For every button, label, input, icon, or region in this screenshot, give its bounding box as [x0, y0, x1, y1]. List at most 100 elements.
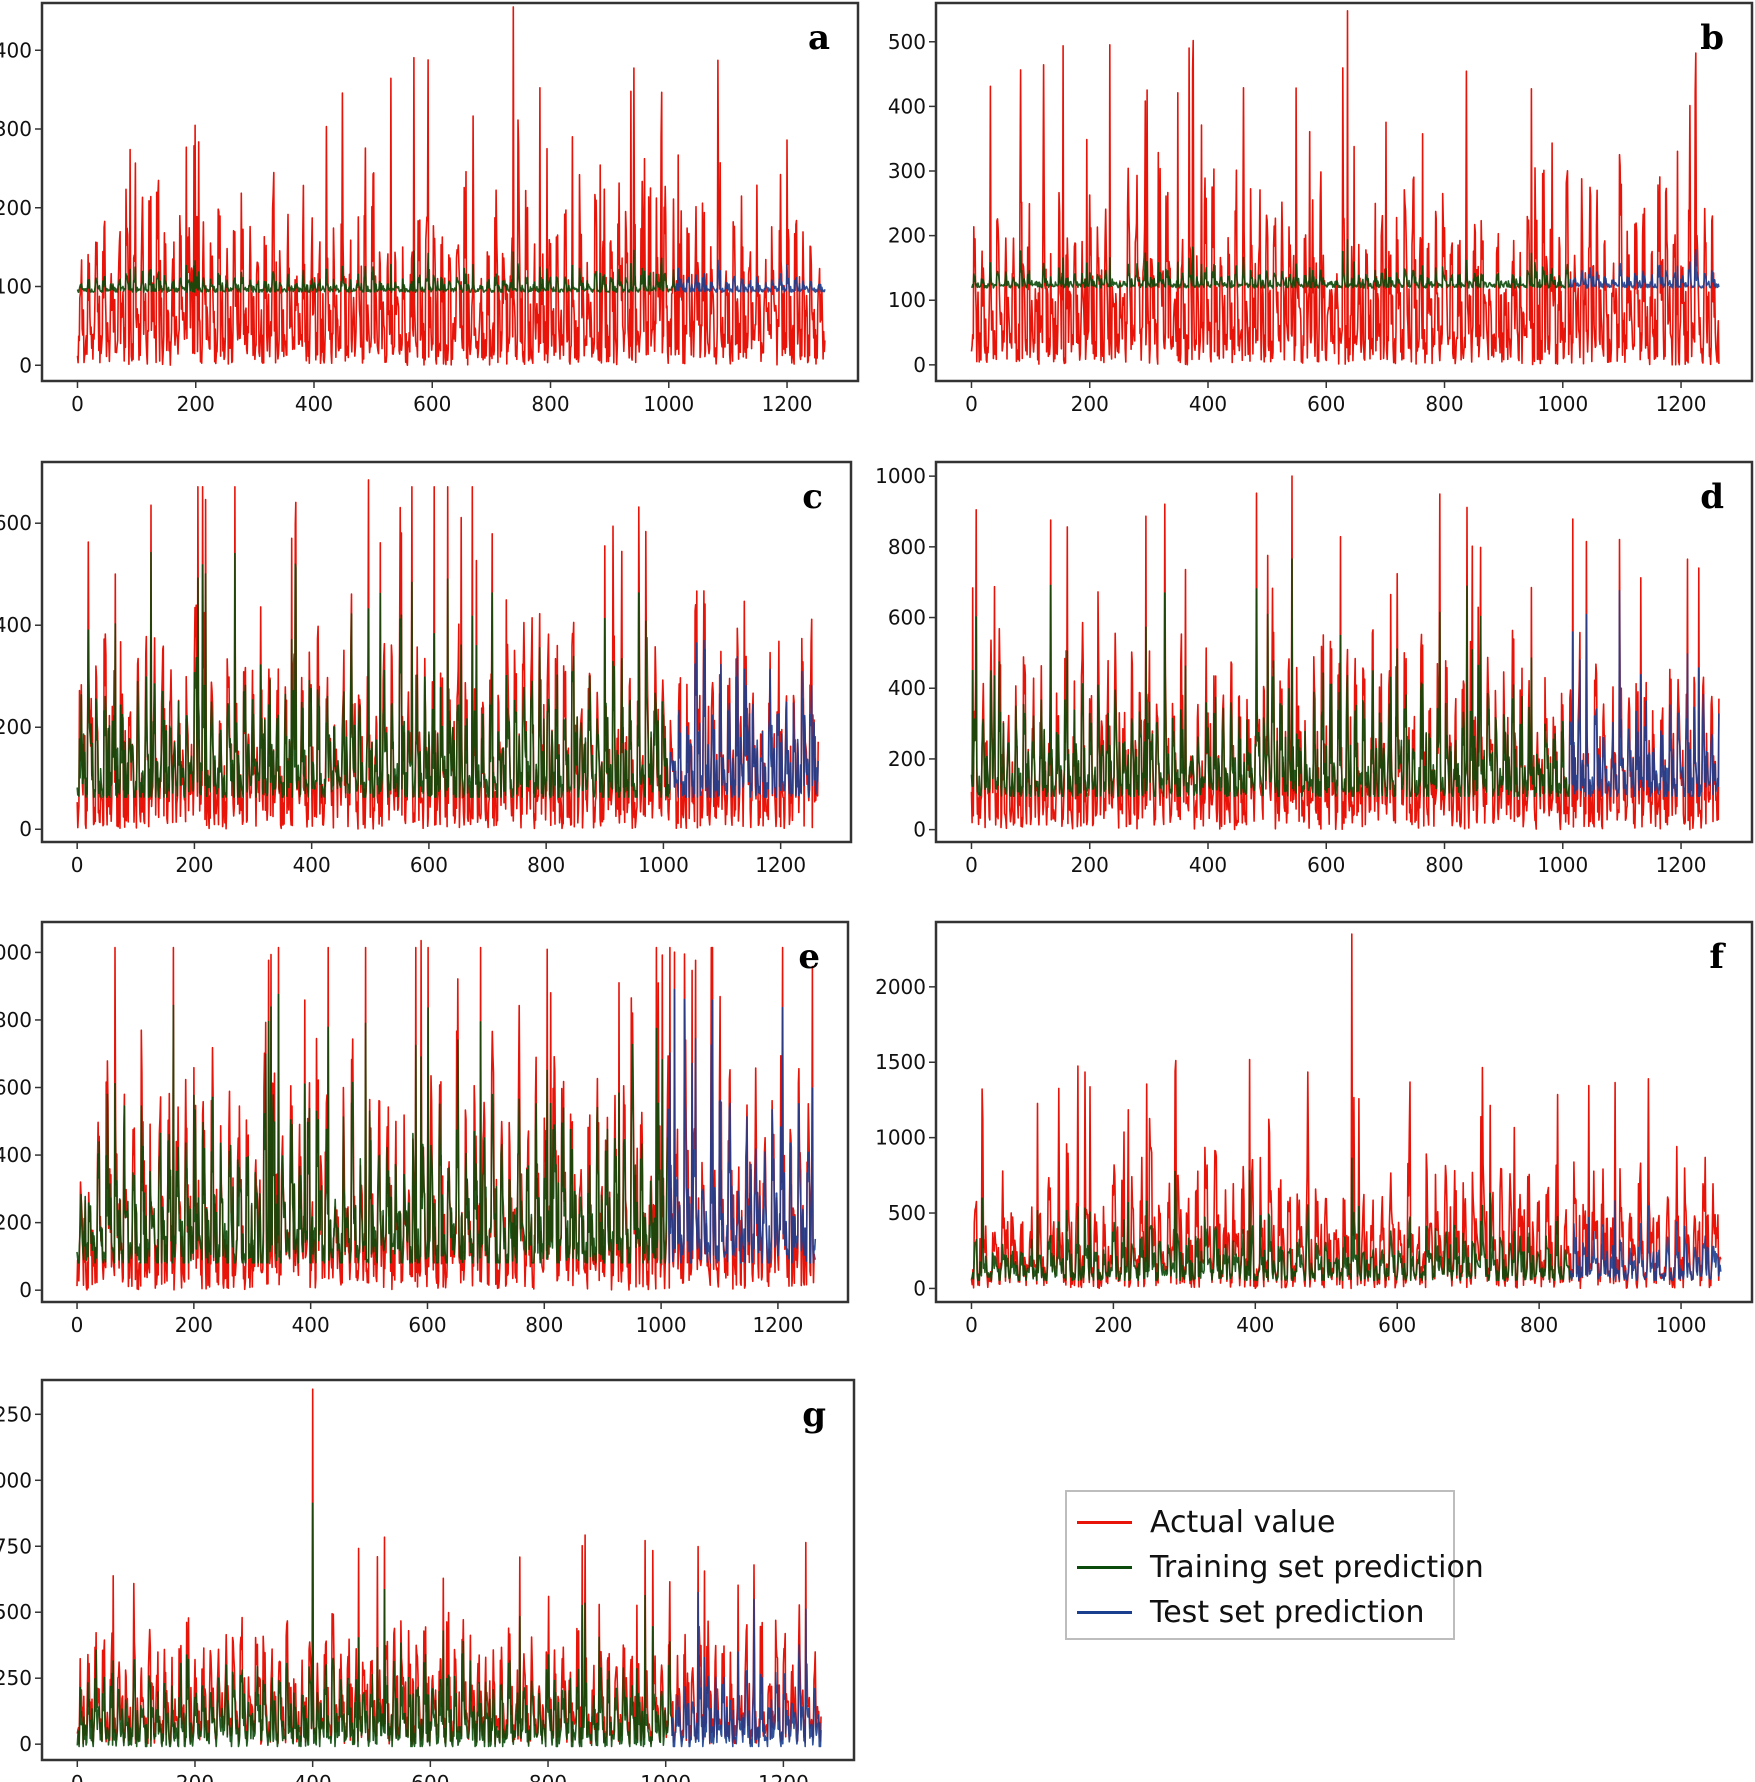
x-tick-label: 200 — [175, 1313, 213, 1337]
y-tick-label: 400 — [0, 38, 32, 62]
series-test-prediction — [666, 988, 817, 1264]
x-tick-label: 1000 — [638, 853, 689, 877]
axes-frame — [40, 920, 850, 1304]
x-tick-label: 400 — [1189, 853, 1227, 877]
legend-label-actual: Actual value — [1150, 1504, 1336, 1540]
x-tick-label: 0 — [965, 853, 978, 877]
legend-swatch-test — [1077, 1610, 1132, 1614]
axes-frame — [934, 460, 1754, 844]
x-tick-label: 600 — [411, 1771, 449, 1782]
legend-label-training: Training set prediction — [1150, 1549, 1484, 1585]
series-test-prediction — [674, 259, 826, 293]
y-tick-label: 200 — [888, 224, 926, 248]
axes-frame — [40, 1378, 856, 1762]
panel-c: 0 200 400 600 800 1000 1200 0 200 400 600 c — [0, 460, 853, 877]
legend-label-test: Test set prediction — [1150, 1594, 1425, 1630]
legend-swatch-training — [1077, 1565, 1132, 1569]
x-tick-label: 400 — [293, 853, 331, 877]
x-tick-label: 1000 — [640, 1771, 691, 1782]
y-tick-label: 0 — [19, 1278, 32, 1302]
y-tick-label: 800 — [888, 535, 926, 559]
y-tick-label: 200 — [0, 196, 32, 220]
y-tick-label: 100 — [888, 288, 926, 312]
x-tick-label: 1200 — [755, 853, 806, 877]
x-tick-label: 1200 — [752, 1313, 803, 1337]
panel-label: g — [802, 1395, 826, 1435]
legend-item-training: Training set prediction — [1077, 1547, 1484, 1587]
y-tick-label: 500 — [888, 30, 926, 54]
y-tick-label: 400 — [888, 94, 926, 118]
y-tick-label: 0 — [19, 353, 32, 377]
panel-label: a — [808, 18, 830, 58]
x-tick-label: 1200 — [1656, 853, 1707, 877]
panel-e: 0 200 400 600 800 1000 1200 0 200 400 600 800 1000 e — [0, 920, 850, 1337]
x-tick-label: 600 — [413, 392, 451, 416]
x-tick-label: 600 — [1378, 1313, 1416, 1337]
legend: Actual value Training set prediction Tes… — [1065, 1490, 1484, 1640]
series-training-prediction — [76, 249, 677, 293]
x-tick-label: 800 — [525, 1313, 563, 1337]
y-tick-label: 200 — [888, 747, 926, 771]
y-tick-label: 1250 — [0, 1402, 32, 1426]
x-tick-label: 200 — [1071, 392, 1109, 416]
y-tick-label: 600 — [0, 511, 32, 535]
series-training-prediction — [76, 1502, 673, 1748]
x-tick-label: 800 — [1425, 853, 1463, 877]
y-tick-label: 1000 — [875, 464, 926, 488]
x-tick-label: 400 — [1236, 1313, 1274, 1337]
y-tick-label: 300 — [888, 159, 926, 183]
x-tick-label: 800 — [531, 392, 569, 416]
panel-label: d — [1700, 477, 1724, 517]
x-tick-label: 1000 — [636, 1313, 687, 1337]
x-tick-label: 0 — [71, 392, 84, 416]
y-tick-label: 100 — [0, 275, 32, 299]
series-training-prediction — [76, 993, 669, 1264]
y-tick-label: 2000 — [875, 975, 926, 999]
y-tick-label: 600 — [0, 1076, 32, 1100]
x-tick-label: 600 — [410, 853, 448, 877]
panel-label: e — [798, 937, 820, 977]
legend-item-actual: Actual value — [1077, 1502, 1335, 1542]
series-actual — [76, 6, 826, 366]
x-tick-label: 1000 — [1656, 1313, 1707, 1337]
x-tick-label: 1200 — [758, 1771, 809, 1782]
series-test-prediction — [1568, 589, 1720, 797]
x-tick-label: 400 — [1189, 392, 1227, 416]
panel-label: f — [1709, 937, 1726, 977]
y-tick-label: 500 — [0, 1600, 32, 1624]
x-tick-label: 600 — [408, 1313, 446, 1337]
axes-frame — [40, 460, 853, 844]
panel-label: b — [1700, 18, 1724, 58]
y-tick-label: 300 — [0, 117, 32, 141]
series-test-prediction — [1569, 1200, 1722, 1282]
panel-d: 0 200 400 600 800 1000 1200 0 200 400 600 800 1000 d — [875, 460, 1754, 877]
x-tick-label: 1200 — [1656, 392, 1707, 416]
axes-frame — [40, 1, 860, 383]
axes-frame — [934, 920, 1754, 1304]
x-tick-label: 1200 — [762, 392, 813, 416]
y-tick-label: 800 — [0, 1008, 32, 1032]
series-test-prediction — [671, 1591, 822, 1748]
y-tick-label: 0 — [913, 818, 926, 842]
x-tick-label: 800 — [527, 853, 565, 877]
y-tick-label: 1000 — [0, 1468, 32, 1492]
x-tick-label: 200 — [175, 853, 213, 877]
legend-item-test: Test set prediction — [1077, 1592, 1425, 1632]
y-tick-label: 750 — [0, 1534, 32, 1558]
panel-g: 0 200 400 600 800 1000 1200 0 250 500 750 1000 1250 g — [0, 1378, 856, 1782]
y-tick-label: 200 — [0, 1211, 32, 1235]
series-actual — [970, 10, 1720, 366]
y-tick-label: 1500 — [875, 1050, 926, 1074]
series-training-prediction — [970, 1157, 1572, 1282]
y-tick-label: 400 — [0, 1143, 32, 1167]
x-tick-label: 200 — [176, 1771, 214, 1782]
x-tick-label: 0 — [965, 1313, 978, 1337]
y-tick-label: 500 — [888, 1201, 926, 1225]
y-tick-label: 250 — [0, 1666, 32, 1690]
panel-a: 0 200 400 600 800 1000 1200 0 100 200 300 400 a — [0, 1, 860, 416]
x-tick-label: 0 — [965, 392, 978, 416]
series-training-prediction — [76, 551, 671, 798]
panel-b: 0 200 400 600 800 1000 1200 0 100 200 300 400 500 b — [888, 1, 1754, 416]
series-training-prediction — [970, 558, 1571, 797]
